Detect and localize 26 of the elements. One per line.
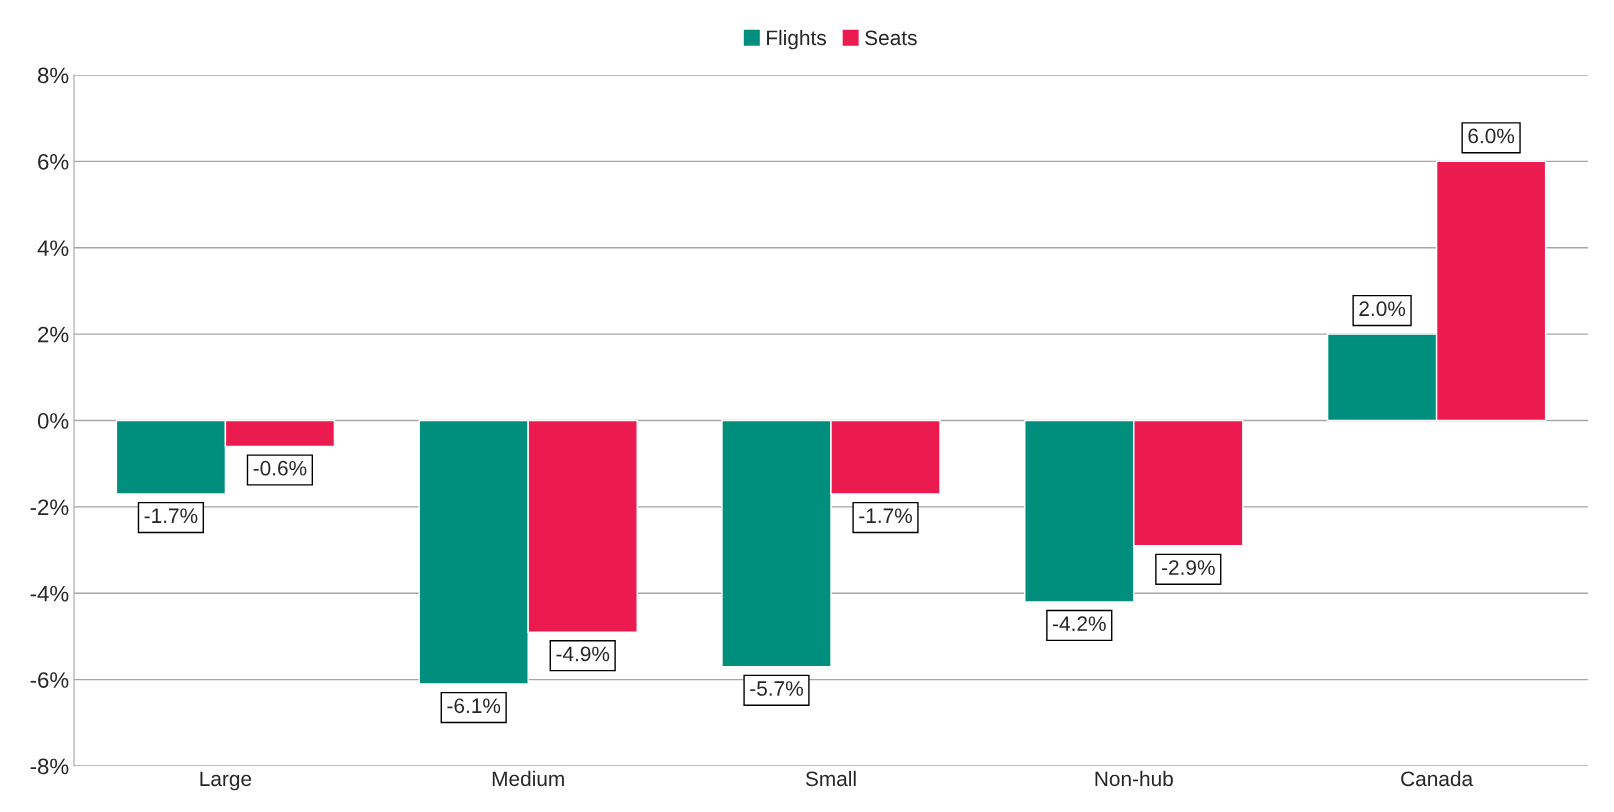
text: 2.0% (1359, 301, 1406, 317)
x-tick-label: Small (805, 770, 856, 787)
text: -4.2% (1053, 616, 1106, 631)
y-tick-label: 8% (37, 67, 69, 84)
text: -5.7% (750, 681, 803, 696)
y-tick-label: -4% (30, 585, 69, 602)
text: -0.6% (253, 460, 307, 476)
x-tick-label: Canada (1401, 770, 1474, 787)
y-tick-label: 2% (38, 326, 69, 343)
legend-label: Flights (767, 29, 826, 50)
text: -6.1% (447, 698, 501, 714)
text: -1.7% (859, 508, 912, 524)
text: -1.7% (144, 508, 198, 524)
x-tick-label: Non-hub (1095, 770, 1173, 787)
text: 6.0% (1468, 128, 1515, 144)
y-tick-label: 6% (38, 153, 69, 170)
y-tick-label: -2% (30, 499, 69, 516)
y-tick-label: -8% (30, 758, 69, 775)
y-tick-label: -6% (30, 672, 69, 688)
x-tick-label: Large (200, 771, 252, 791)
y-tick-label: 4% (37, 240, 69, 256)
text: -4.9% (556, 646, 610, 662)
y-tick-label: 0% (37, 413, 69, 429)
x-tick-label: Medium (492, 770, 564, 787)
legend-label: Seats (865, 30, 917, 46)
text: -2.9% (1162, 560, 1215, 575)
